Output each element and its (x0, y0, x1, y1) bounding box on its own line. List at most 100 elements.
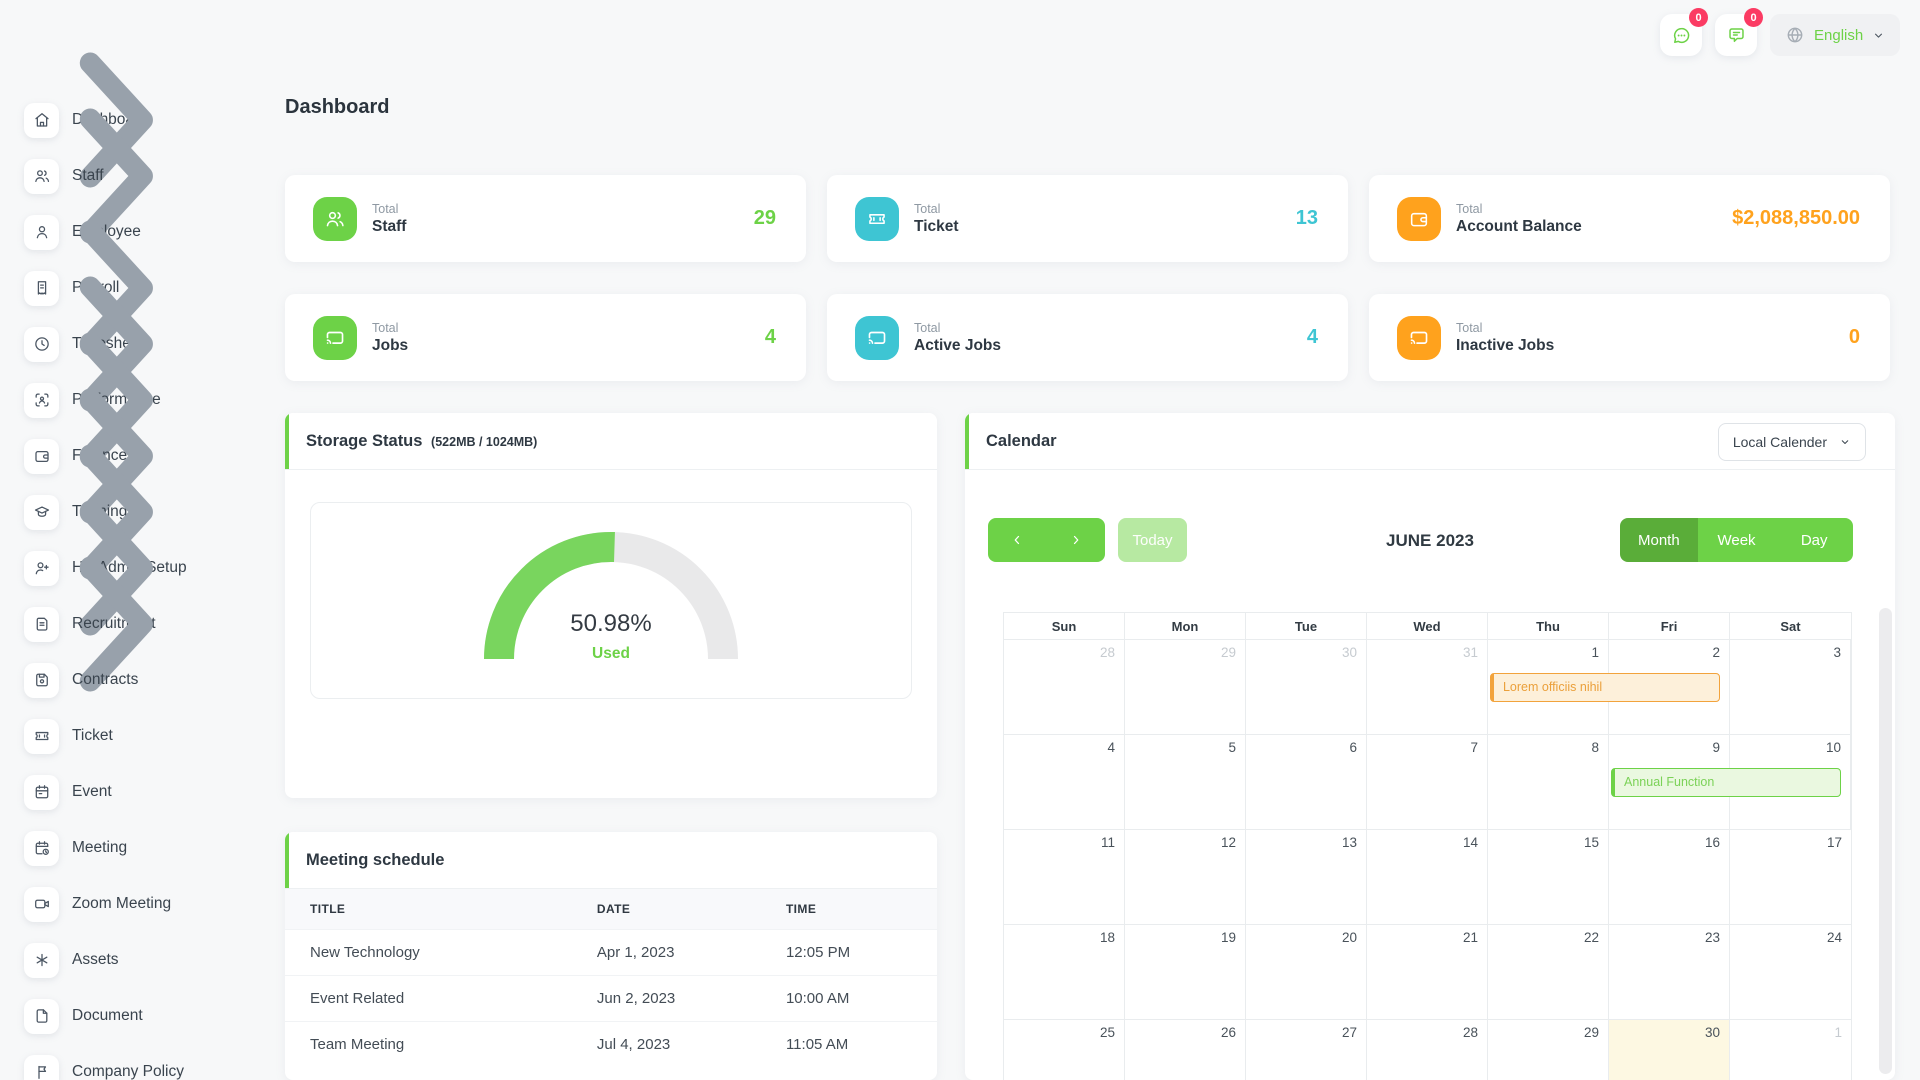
page-title: Dashboard (285, 96, 390, 118)
calendar-day-cell[interactable]: 29 (1125, 640, 1246, 734)
clock-icon (24, 326, 59, 362)
calendar-day-cell[interactable]: 29 (1488, 1020, 1609, 1080)
storage-subtitle: (522MB / 1024MB) (431, 434, 538, 449)
chevron-down-icon (1872, 29, 1885, 42)
calendar-day-cell[interactable]: 6 (1246, 735, 1367, 829)
calendar-event-annual-function[interactable]: Annual Function (1611, 768, 1841, 797)
gauge-labels: 50.98% Used (481, 610, 741, 663)
calendar-day-cell[interactable]: 5 (1125, 735, 1246, 829)
meeting-time: 12:05 PM (760, 929, 937, 976)
chevron-right-icon (1069, 533, 1083, 547)
chevron-right-icon (0, 6, 228, 234)
calendar-day-cell[interactable]: 18 (1004, 925, 1125, 1019)
calendar-day-cell[interactable]: 8 (1488, 735, 1609, 829)
sidebar-item-label: Company Policy (72, 1063, 184, 1080)
calendar-event-lorem-officiis-nihil[interactable]: Lorem officiis nihil (1489, 673, 1720, 702)
meeting-row: Event Related Jun 2, 2023 10:00 AM (285, 975, 937, 1022)
calendar-next-button[interactable] (1047, 518, 1106, 562)
calendar-source-select[interactable]: Local Calender (1717, 423, 1866, 461)
calendar-day-cell[interactable]: 22 (1488, 925, 1609, 1019)
calendar-icon (24, 774, 59, 810)
calendar-day-cell[interactable]: 26 (1125, 1020, 1246, 1080)
storage-gauge-box: 50.98% Used (310, 502, 912, 699)
calendar-day-cell[interactable]: 31 (1367, 640, 1488, 734)
calendar-view-day-button[interactable]: Day (1775, 518, 1853, 562)
calendar-day-cell[interactable]: 4 (1004, 735, 1125, 829)
calendar-day-cell[interactable]: 30 (1246, 640, 1367, 734)
comment-icon (1726, 25, 1747, 46)
sidebar-item-label: Meeting (72, 839, 128, 856)
sidebar-item-document[interactable]: Document (0, 988, 252, 1044)
meeting-time: 11:05 AM (760, 1021, 937, 1067)
calendar-day-cell[interactable]: 23 (1609, 925, 1730, 1019)
ticket-icon (24, 718, 59, 754)
calendar-day-cell[interactable]: 13 (1246, 830, 1367, 924)
scan-user-icon (24, 382, 59, 418)
wallet-icon (1397, 196, 1441, 241)
calendar-day-cell[interactable]: 12 (1125, 830, 1246, 924)
calendar-today-button[interactable]: Today (1118, 518, 1187, 562)
stat-prefix: Total (1456, 201, 1483, 216)
calendar-dow-sun: Sun (1004, 613, 1125, 639)
calendar-day-cell[interactable]: 15 (1488, 830, 1609, 924)
sidebar-item-label: Assets (72, 951, 119, 968)
calendar-day-cell[interactable]: 20 (1246, 925, 1367, 1019)
calendar-day-cell[interactable]: 21 (1367, 925, 1488, 1019)
calendar-scrollbar[interactable] (1879, 608, 1892, 1074)
calendar-day-cell[interactable]: 14 (1367, 830, 1488, 924)
meeting-col-title: TITLE (285, 889, 572, 930)
calendar-prev-button[interactable] (988, 518, 1047, 562)
calendar-day-cell[interactable]: 28 (1367, 1020, 1488, 1080)
calendar-title: Calendar (986, 431, 1057, 450)
calendar-day-cell[interactable]: 7 (1367, 735, 1488, 829)
stat-prefix: Total (914, 201, 941, 216)
calendar-view-month-button[interactable]: Month (1620, 518, 1698, 562)
calendar-day-cell[interactable]: 10 (1730, 735, 1851, 829)
calendar-view-week-button[interactable]: Week (1697, 518, 1776, 562)
sidebar-item-ticket[interactable]: Ticket (0, 708, 252, 764)
chevron-right-icon (0, 510, 228, 738)
stat-label: Account Balance (1456, 217, 1582, 235)
sidebar-item-recruitment[interactable]: Recruitment (0, 556, 252, 692)
meeting-schedule-panel: Meeting schedule TITLE DATE TIME New Techn… (285, 832, 937, 1080)
chevron-right-icon (0, 62, 228, 290)
meeting-date: Jun 2, 2023 (571, 975, 761, 1022)
calendar-day-cell[interactable]: 19 (1125, 925, 1246, 1019)
calendar-day-cell[interactable]: 1 (1834, 1025, 1842, 1040)
calendar-day-cell[interactable]: 28 (1004, 640, 1125, 734)
stat-label: Ticket (914, 217, 959, 235)
sidebar-item-staff[interactable]: Staff (0, 108, 252, 244)
calendar-day-cell[interactable]: 3 (1730, 640, 1851, 734)
calendar-day-cell[interactable]: 16 (1609, 830, 1730, 924)
chat-button[interactable]: 0 (1660, 8, 1708, 56)
calendar-day-cell[interactable]: 25 (1004, 1020, 1125, 1080)
graduation-cap-icon (24, 494, 59, 530)
sidebar: Dashboard Staff Employee Payroll Timesheet Pe… (0, 52, 252, 1080)
messages-button[interactable]: 0 (1715, 8, 1763, 56)
storage-panel: Storage Status (522MB / 1024MB) 50.98% U… (285, 413, 937, 798)
calendar-dow-mon: Mon (1125, 613, 1246, 639)
calendar-day-cell-today[interactable]: 30 (1609, 1020, 1730, 1080)
asterisk-icon (24, 942, 59, 978)
calendar-day-cell[interactable]: 27 (1246, 1020, 1367, 1080)
language-selector[interactable]: English (1770, 14, 1901, 56)
flag-icon (24, 1054, 59, 1080)
calendar-day-cell[interactable]: 24 (1826, 930, 1842, 945)
calendar-day-cell[interactable]: 11 (1004, 830, 1125, 924)
calendar-day-cell[interactable]: 2 (1609, 640, 1730, 734)
sidebar-item-contracts[interactable]: Contracts (0, 652, 252, 708)
meeting-date: Apr 1, 2023 (571, 929, 761, 976)
users-icon (313, 196, 357, 241)
calendar-day-cell[interactable]: 17 (1826, 835, 1842, 850)
sidebar-item-assets[interactable]: Assets (0, 932, 252, 988)
cast-icon (855, 315, 899, 360)
storage-title: Storage Status (522MB / 1024MB) (306, 432, 537, 451)
chevron-right-icon (0, 398, 228, 626)
sidebar-item-company-policy[interactable]: Company Policy (0, 1044, 252, 1080)
users-icon (24, 158, 59, 194)
sidebar-item-label: Zoom Meeting (72, 895, 172, 912)
chat-badge: 0 (1689, 8, 1708, 27)
sidebar-item-event[interactable]: Event (0, 764, 252, 820)
sidebar-item-meeting[interactable]: Meeting (0, 820, 252, 876)
sidebar-item-zoom-meeting[interactable]: Zoom Meeting (0, 876, 252, 932)
